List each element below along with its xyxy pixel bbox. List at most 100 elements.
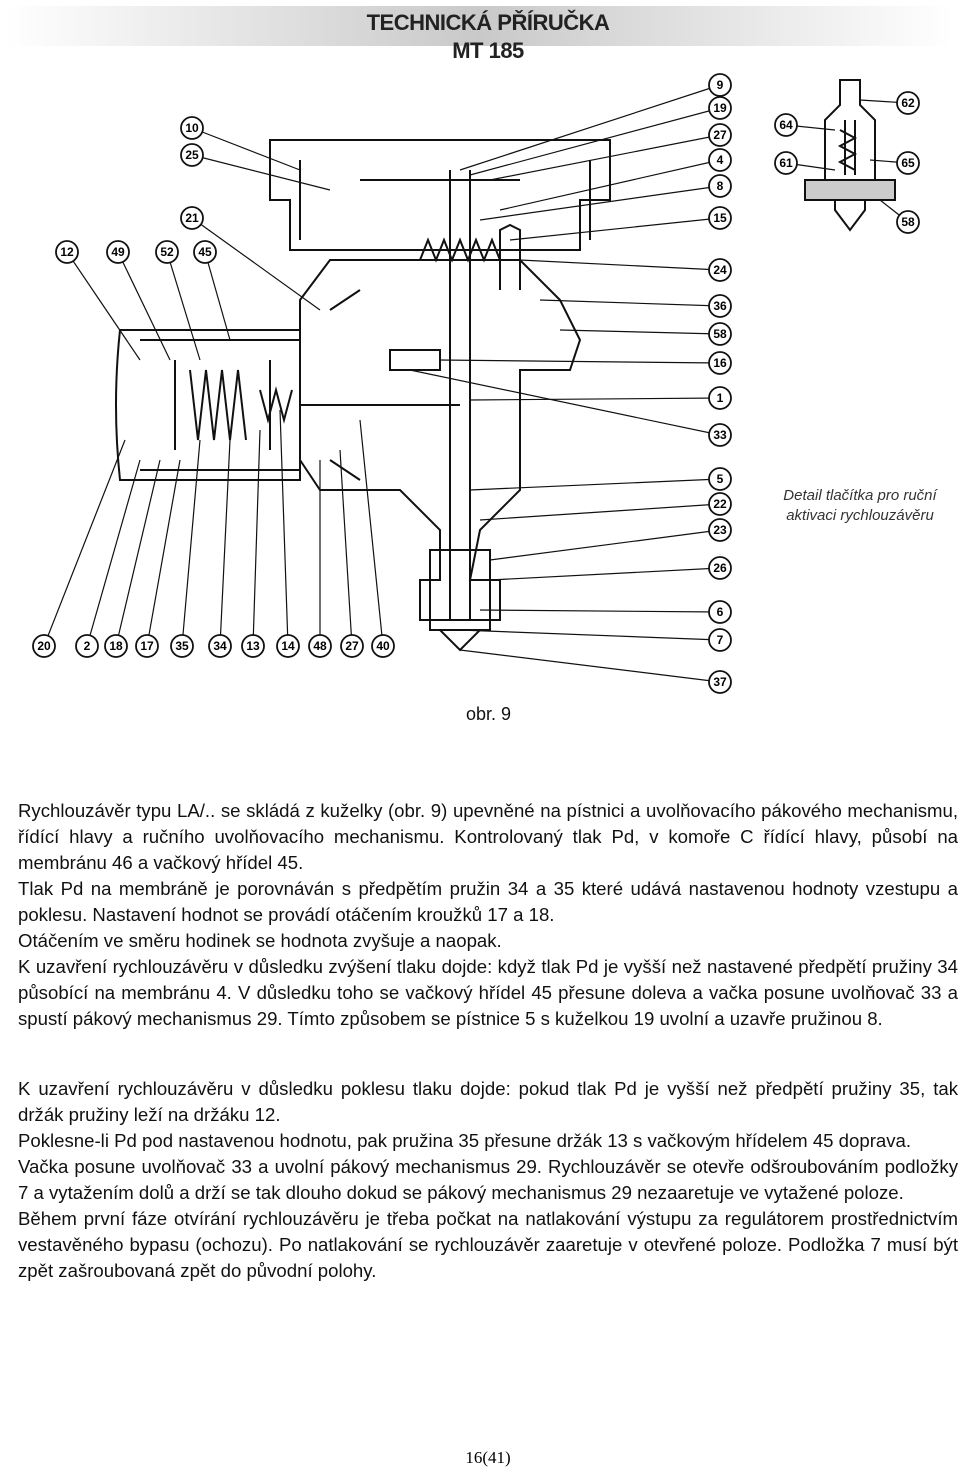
callout-label: 2 xyxy=(84,639,91,653)
callout-circle xyxy=(708,123,732,147)
callout-label: 17 xyxy=(140,639,154,653)
leader-line xyxy=(509,217,721,241)
callout-circle xyxy=(708,386,732,410)
callout-circle xyxy=(241,634,265,658)
callout-label: 10 xyxy=(185,121,199,135)
callout-label: 27 xyxy=(713,128,727,142)
callout-label: 21 xyxy=(185,211,199,225)
callout-label: 25 xyxy=(185,148,199,162)
callout-circle xyxy=(193,240,217,264)
callout-label: 52 xyxy=(160,245,174,259)
leader-line xyxy=(479,609,721,613)
leader-line xyxy=(489,529,721,561)
paragraph: K uzavření rychlouzávěru v důsledku pokl… xyxy=(18,1078,958,1125)
callout-circle xyxy=(708,670,732,694)
leader-line xyxy=(252,429,261,647)
leader-line xyxy=(359,419,384,647)
callout-label: 1 xyxy=(717,391,724,405)
callout-circle xyxy=(135,634,159,658)
leader-line xyxy=(191,127,301,171)
leader-line xyxy=(469,478,721,491)
callout-circle xyxy=(708,600,732,624)
callout-circle xyxy=(896,151,920,175)
leader-line xyxy=(146,459,181,647)
callout-label: 35 xyxy=(175,639,189,653)
callout-label: 18 xyxy=(109,639,123,653)
leader-line xyxy=(66,251,141,361)
callout-circle xyxy=(276,634,300,658)
leader-line xyxy=(479,185,721,221)
callout-label: 64 xyxy=(779,118,793,132)
callout-label: 58 xyxy=(713,327,727,341)
leader-line xyxy=(459,649,721,683)
header-title: TECHNICKÁ PŘÍRUČKA xyxy=(366,10,610,35)
callout-label: 49 xyxy=(111,245,125,259)
paragraph: Otáčením ve směru hodinek se hodnota zvy… xyxy=(18,930,502,951)
paragraph: K uzavření rychlouzávěru v důsledku zvýš… xyxy=(18,956,958,1029)
callout-label: 34 xyxy=(213,639,227,653)
callout-label: 6 xyxy=(717,605,724,619)
callout-circle xyxy=(180,143,204,167)
callout-label: 58 xyxy=(901,215,915,229)
leader-line xyxy=(191,154,331,191)
callout-label: 16 xyxy=(713,356,727,370)
callout-circle xyxy=(708,258,732,282)
callout-label: 23 xyxy=(713,523,727,537)
leader-line xyxy=(459,84,721,171)
callout-circle xyxy=(180,206,204,230)
callout-circle xyxy=(896,210,920,234)
callout-circle xyxy=(180,116,204,140)
callout-label: 4 xyxy=(717,153,724,167)
callout-circle xyxy=(708,294,732,318)
callout-label: 65 xyxy=(901,156,915,170)
callout-circle xyxy=(104,634,128,658)
leader-line xyxy=(219,439,231,647)
header-bar xyxy=(6,6,952,46)
callout-circle xyxy=(208,634,232,658)
callout-circle xyxy=(708,351,732,375)
callout-circle xyxy=(774,113,798,137)
callout-label: 33 xyxy=(713,428,727,442)
callout-label: 62 xyxy=(901,96,915,110)
callout-circle xyxy=(708,148,732,172)
callout-circle xyxy=(32,634,56,658)
leader-line xyxy=(166,251,201,361)
callout-circle xyxy=(708,467,732,491)
callout-label: 48 xyxy=(313,639,327,653)
callout-circle xyxy=(896,91,920,115)
paragraph: Poklesne-li Pd pod nastavenou hodnotu, p… xyxy=(18,1130,912,1151)
callout-label: 5 xyxy=(717,472,724,486)
callout-label: 12 xyxy=(60,245,74,259)
callout-label: 61 xyxy=(779,156,793,170)
callout-circle xyxy=(708,174,732,198)
callout-circle xyxy=(371,634,395,658)
leader-line xyxy=(115,459,161,647)
callout-circle xyxy=(106,240,130,264)
leader-line xyxy=(519,259,721,271)
callout-label: 8 xyxy=(717,179,724,193)
callout-label: 27 xyxy=(345,639,359,653)
callout-circle xyxy=(170,634,194,658)
page-number: 16(41) xyxy=(465,1448,511,1467)
callout-circle xyxy=(155,240,179,264)
leader-line xyxy=(439,359,721,364)
callout-label: 14 xyxy=(281,639,295,653)
leader-line xyxy=(43,439,126,647)
callout-circle xyxy=(708,518,732,542)
callout-label: 36 xyxy=(713,299,727,313)
detail-caption: Detail tlačítka pro ruční xyxy=(783,487,937,504)
callout-label: 15 xyxy=(713,211,727,225)
leader-line xyxy=(489,134,721,181)
leader-line xyxy=(204,251,231,341)
callout-circle xyxy=(708,96,732,120)
callout-label: 22 xyxy=(713,497,727,511)
leader-line xyxy=(559,329,721,335)
leader-line xyxy=(181,439,201,647)
leader-line xyxy=(479,503,721,521)
callout-label: 13 xyxy=(246,639,260,653)
paragraph: Vačka posune uvolňovač 33 a uvolní pákov… xyxy=(18,1156,958,1203)
callout-label: 45 xyxy=(198,245,212,259)
leader-line xyxy=(469,397,721,401)
callout-circle xyxy=(774,151,798,175)
